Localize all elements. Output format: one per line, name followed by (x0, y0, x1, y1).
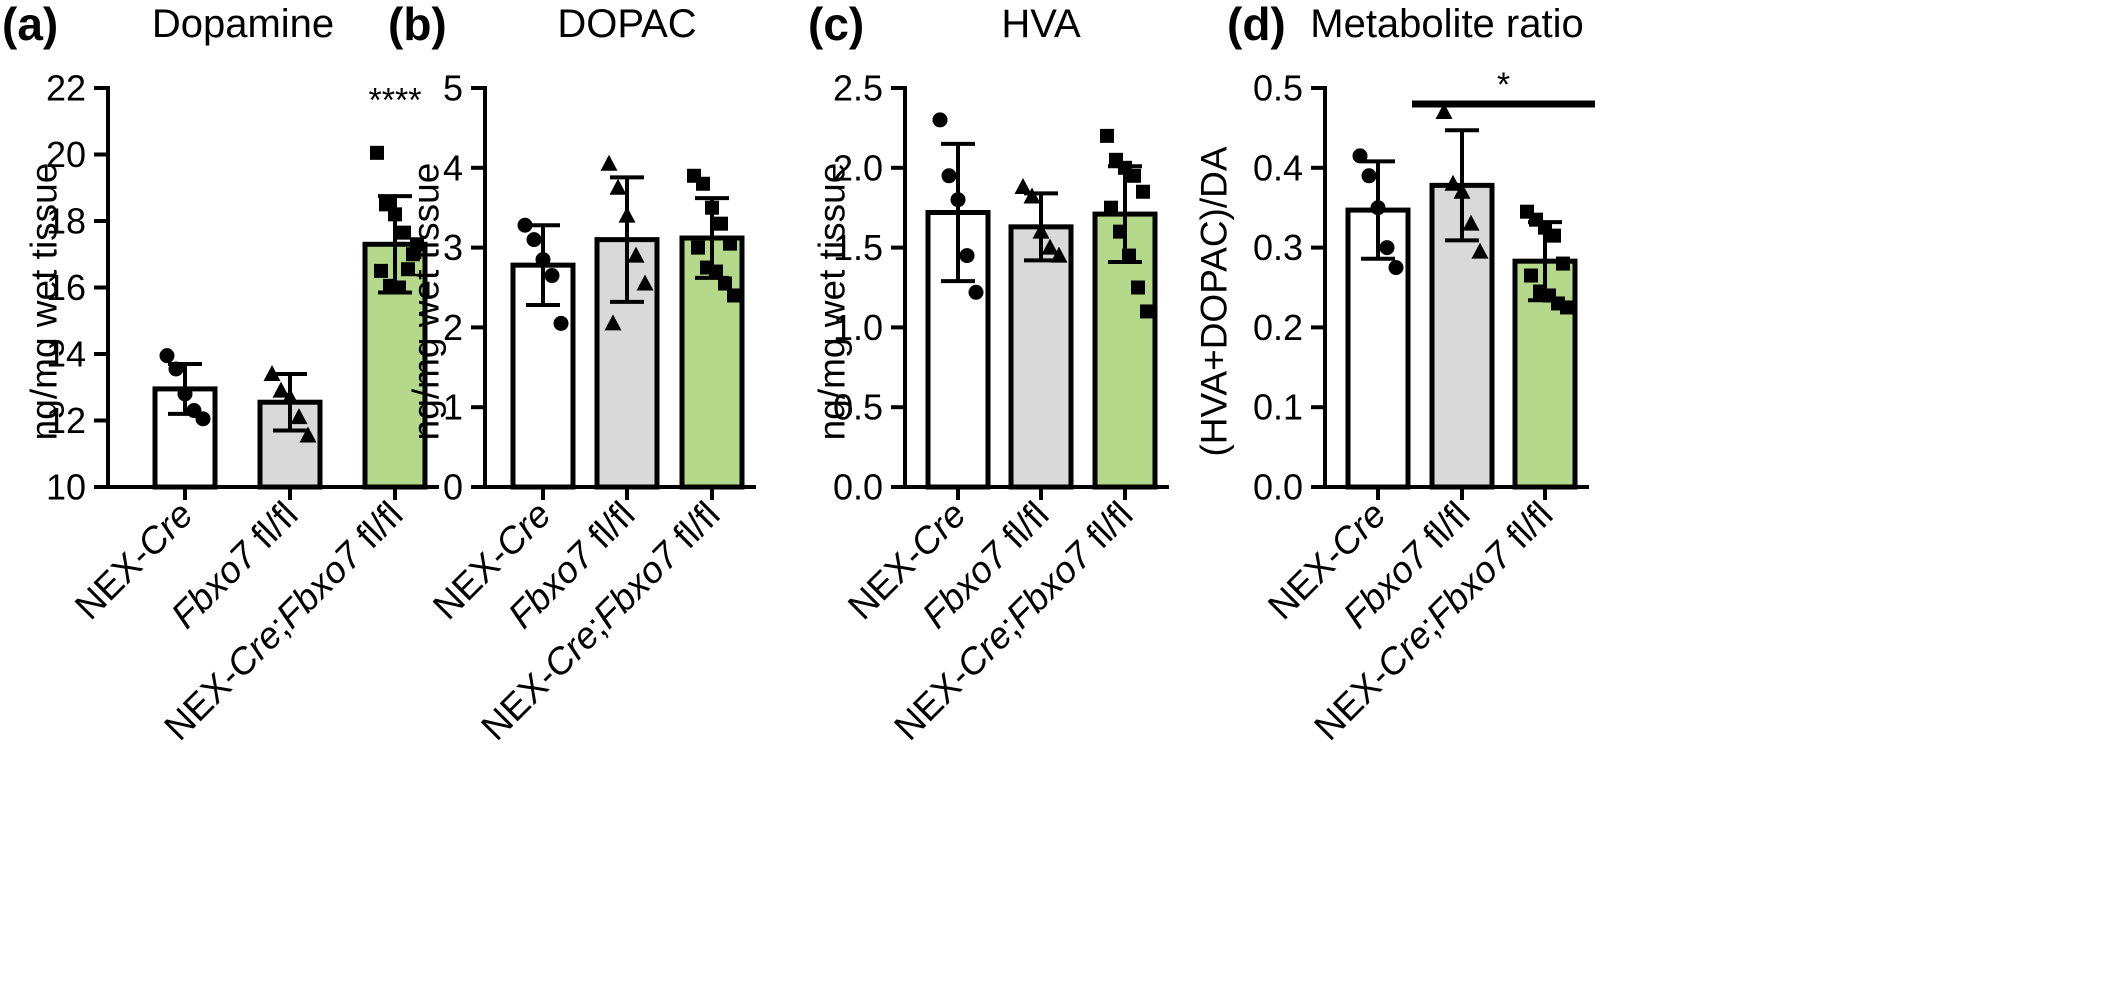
y-tick-label: 0.5 (1253, 68, 1303, 109)
data-point (1136, 184, 1150, 199)
data-point (517, 217, 533, 233)
data-point (714, 216, 728, 231)
y-tick-label: 0.2 (1253, 307, 1303, 348)
panel-title: Dopamine (152, 2, 334, 46)
data-point (1127, 168, 1141, 183)
panel-letter: (c) (808, 0, 864, 50)
data-point (526, 232, 542, 248)
y-tick-label: 2 (443, 307, 463, 348)
data-point (159, 348, 175, 364)
y-tick-label: 12 (46, 400, 86, 441)
y-tick-label: 0.3 (1253, 227, 1303, 268)
y-tick-label: 0.5 (833, 387, 883, 428)
data-point (1104, 200, 1118, 215)
data-point (609, 178, 627, 195)
data-point (1524, 268, 1538, 283)
data-point (1041, 238, 1059, 255)
data-point (290, 408, 308, 425)
data-point (374, 263, 388, 278)
data-point (544, 268, 560, 284)
y-tick-label: 18 (46, 201, 86, 242)
data-point (1556, 256, 1570, 271)
data-point (1471, 242, 1489, 259)
y-tick-label: 0.0 (833, 467, 883, 508)
data-point (691, 240, 705, 255)
y-tick-label: 10 (46, 467, 86, 508)
data-point (1100, 128, 1114, 143)
data-point (1023, 187, 1041, 204)
chart-panel-c: (c) HVA ng/mg wet tissue 0.0 0.5 1.0 1.5 2.0 2.5… (808, 0, 1169, 748)
y-tick-label: 1 (443, 387, 463, 428)
panel-title: Metabolite ratio (1310, 2, 1583, 46)
data-point (718, 276, 732, 291)
data-point (299, 426, 317, 443)
y-axis-label: (HVA+DOPAC)/DA (1194, 146, 1235, 456)
y-tick-label: 14 (46, 334, 86, 375)
data-point (604, 314, 622, 331)
y-tick-label: 0.4 (1253, 147, 1303, 188)
data-point (1131, 280, 1145, 295)
data-point (636, 274, 654, 291)
data-point (1014, 177, 1032, 194)
data-point (553, 315, 569, 331)
data-point (370, 145, 384, 160)
y-axis-label: ng/mg wet tissue (406, 163, 447, 441)
y-tick-label: 0.1 (1253, 387, 1303, 428)
data-point (1462, 214, 1480, 231)
y-tick-label: 2.5 (833, 68, 883, 109)
data-point (401, 262, 415, 277)
data-point (1140, 304, 1154, 319)
data-point (600, 154, 618, 171)
data-point (696, 176, 710, 191)
y-tick-label: 16 (46, 267, 86, 308)
y-tick-label: 0 (443, 467, 463, 508)
data-point (627, 246, 645, 263)
y-tick-label: 2.0 (833, 147, 883, 188)
panel-letter: (b) (388, 0, 447, 50)
chart-panel-d: (d) Metabolite ratio (HVA+DOPAC)/DA 0.0 0.1 0… (1194, 0, 1595, 748)
y-tick-label: 20 (46, 134, 86, 175)
data-point (727, 288, 741, 303)
data-point (1560, 300, 1574, 315)
data-point (1444, 174, 1462, 191)
y-axis-label: ng/mg wet tissue (812, 163, 853, 441)
data-point (968, 284, 984, 300)
panel-letter: (a) (2, 0, 58, 50)
panel-title: DOPAC (557, 2, 696, 46)
data-point (1379, 240, 1395, 256)
y-tick-label: 4 (443, 147, 463, 188)
y-axis-label: ng/mg wet tissue (24, 163, 65, 441)
y-tick-label: 5 (443, 68, 463, 109)
data-point (272, 381, 290, 398)
data-point (410, 237, 424, 252)
chart-panel-a: (a) Dopamine ng/mg wet tissue 10 12 14 16 18 20 2… (2, 0, 439, 748)
significance-label: **** (369, 81, 422, 119)
panel-letter: (d) (1227, 0, 1286, 50)
panel-title: HVA (1001, 2, 1081, 46)
data-point (1388, 260, 1404, 276)
y-tick-label: 3 (443, 227, 463, 268)
y-tick-label: 1.0 (833, 307, 883, 348)
y-tick-label: 0.0 (1253, 467, 1303, 508)
data-point (959, 248, 975, 264)
data-point (723, 236, 737, 251)
data-point (941, 168, 957, 184)
data-point (1435, 102, 1453, 119)
y-tick-label: 22 (46, 68, 86, 109)
data-point (397, 225, 411, 240)
significance-label: * (1497, 66, 1510, 104)
data-point (1361, 168, 1377, 184)
data-point (1547, 228, 1561, 243)
y-tick-label: 1.5 (833, 227, 883, 268)
bar-1 (1008, 224, 1074, 490)
data-point (932, 112, 948, 128)
data-point (263, 364, 281, 381)
